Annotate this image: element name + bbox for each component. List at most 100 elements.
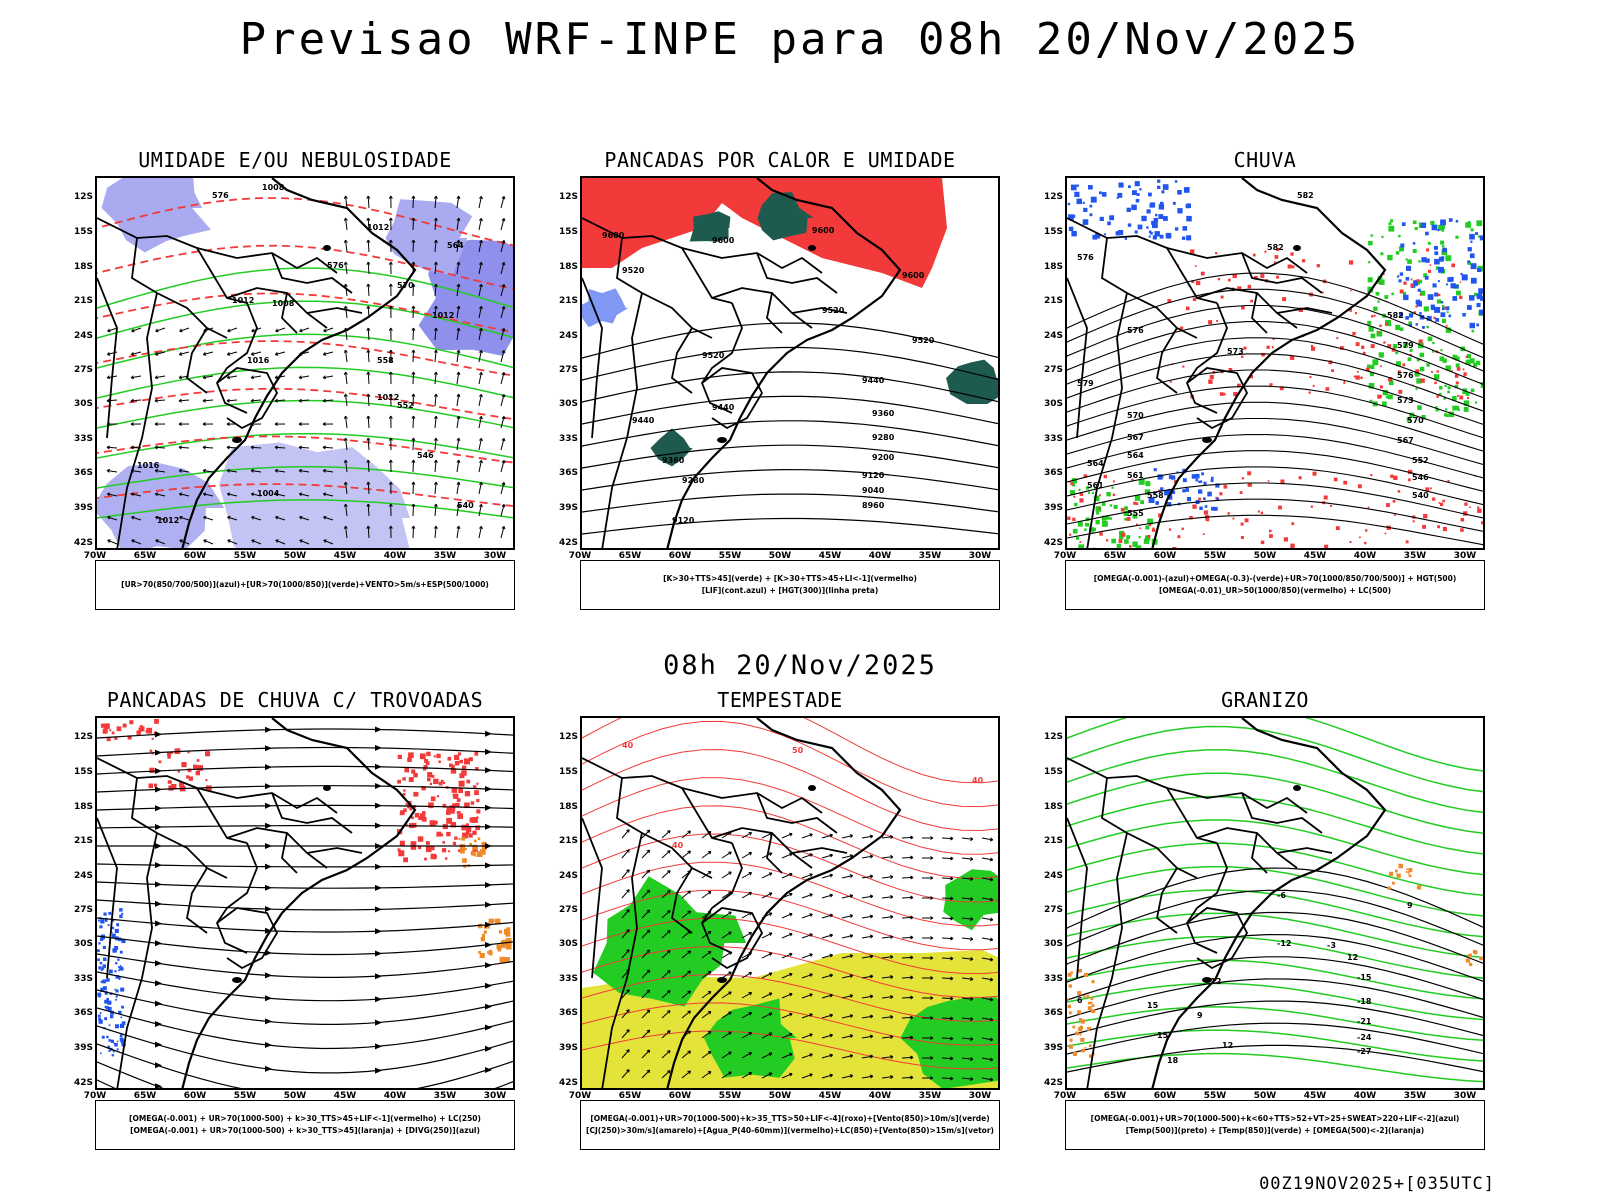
divergence-area-blue <box>106 998 109 1001</box>
streamline-arrow <box>485 901 492 908</box>
rain-area-green <box>1436 299 1442 304</box>
wind-vector <box>621 1009 630 1019</box>
wind-vector <box>881 955 894 959</box>
divergence-area-blue <box>120 1016 123 1019</box>
divergence-area-blue <box>102 945 106 949</box>
longitude-tick-label: 70W <box>568 551 592 561</box>
wind-vector <box>202 398 214 403</box>
latitude-tick-label: 12S <box>1043 732 1063 742</box>
rain-area-green <box>1467 220 1471 224</box>
rain-area-red <box>1416 279 1420 282</box>
latitude-tick-label: 42S <box>558 538 578 548</box>
rain-area-blue <box>1195 478 1199 482</box>
rain-area-blue <box>1068 214 1074 221</box>
wind-vector <box>901 1035 914 1040</box>
contour-label: 8960 <box>862 501 885 510</box>
streamline-arrow <box>155 1021 162 1027</box>
thunder-area-red <box>424 857 427 861</box>
rain-area-blue <box>1469 295 1475 301</box>
wind-vector <box>322 375 334 380</box>
rain-area-red <box>1316 264 1320 268</box>
rain-area-blue <box>1174 227 1179 231</box>
wind-vector <box>366 415 371 429</box>
omega-area-orange <box>1408 874 1412 878</box>
latitude-tick-label: 12S <box>73 192 93 202</box>
rain-area-blue <box>1174 180 1178 183</box>
legend-line: [CJ(250)>30m/s](amarelo)+[Agua_P(40-60mm… <box>586 1126 994 1135</box>
rain-area-green <box>1476 360 1481 365</box>
streamline-arrow <box>485 982 492 989</box>
latitude-tick-label: 36S <box>558 468 578 478</box>
wind-vector <box>661 910 671 919</box>
wind-vector <box>388 503 393 517</box>
divergence-area-blue <box>101 1035 105 1039</box>
wind-vector <box>621 989 630 999</box>
streamline-arrow <box>485 1024 492 1031</box>
rain-area-green <box>1455 235 1459 239</box>
thunder-area-red <box>149 749 153 753</box>
contour-label: 9 <box>1407 901 1413 910</box>
contour-label: 564 <box>447 241 464 250</box>
temp-850-contour <box>1067 889 1483 938</box>
rain-area-green <box>1476 220 1483 227</box>
longitude-tick-label: 65W <box>1103 551 1127 561</box>
rain-area-green <box>1078 544 1085 548</box>
rain-area-green <box>1398 234 1401 238</box>
precipitable-water-contour <box>582 805 998 879</box>
state-border <box>1067 757 1218 844</box>
rain-area-blue <box>1099 191 1102 195</box>
thunder-area-red <box>430 846 435 851</box>
coastline <box>181 718 417 1088</box>
rain-area-red <box>1436 395 1439 398</box>
latitude-tick-label: 33S <box>73 974 93 984</box>
wind-vector <box>411 283 416 297</box>
wind-vector <box>881 995 894 999</box>
wind-vector <box>179 515 190 521</box>
rain-area-blue <box>1186 215 1192 222</box>
wind-vector <box>154 375 166 380</box>
state-border <box>97 277 118 439</box>
wind-vector <box>411 217 416 231</box>
streamline-arrow <box>375 726 382 733</box>
streamline-arrow <box>375 884 382 891</box>
omega-area-orange <box>1090 1001 1093 1004</box>
latitude-tick-label: 18S <box>558 262 578 272</box>
rain-area-green <box>1420 290 1426 296</box>
wind-vector <box>841 994 854 999</box>
rain-area-red <box>1384 532 1387 535</box>
streamline-arrow <box>155 980 162 987</box>
rain-area-blue <box>1199 506 1203 510</box>
temp-850-contour <box>1067 982 1483 1021</box>
streamline-arrow <box>265 802 272 809</box>
wind-vector <box>500 460 506 473</box>
rain-area-green <box>1439 392 1442 396</box>
wind-vector <box>388 261 393 275</box>
wind-vector <box>202 422 214 427</box>
rain-area-green <box>1144 489 1151 495</box>
wind-vector <box>801 833 813 839</box>
streamline-arrow <box>155 900 162 907</box>
divergence-area-blue <box>107 1006 112 1012</box>
state-border <box>1166 787 1308 814</box>
temp-850-contour <box>1067 772 1483 834</box>
latitude-tick-label: 42S <box>558 1078 578 1088</box>
thunder-area-red <box>433 778 439 785</box>
rain-area-blue <box>1155 213 1158 217</box>
rain-area-green <box>1419 352 1425 358</box>
wind-vector <box>178 492 190 497</box>
contour-label: 558 <box>377 356 394 365</box>
wind-vector <box>922 936 934 940</box>
rain-area-red <box>1370 344 1375 349</box>
thunder-area-red <box>452 841 457 846</box>
wind-vector <box>388 283 393 297</box>
rain-area-red <box>1283 537 1288 542</box>
contour-label: 570 <box>1407 416 1424 425</box>
wind-vector <box>981 917 994 922</box>
wind-vector <box>343 195 348 209</box>
divergence-area-blue <box>119 1034 123 1037</box>
divergence-area-blue <box>98 919 100 922</box>
wind-vector <box>388 305 393 319</box>
state-border <box>1186 367 1249 430</box>
wind-vector <box>366 349 371 363</box>
